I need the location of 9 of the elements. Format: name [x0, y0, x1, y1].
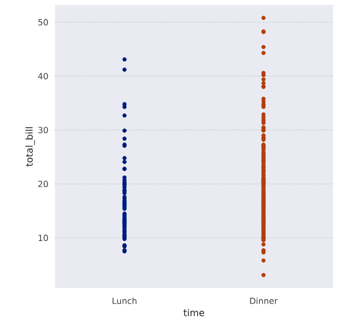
y-axis-title: total_bill — [25, 127, 35, 166]
x-axis-title: time — [184, 308, 204, 316]
y-tick-label: 30 — [38, 126, 48, 134]
y-tick-label: 50 — [38, 19, 48, 26]
y-tick-label: 20 — [38, 180, 48, 188]
y-tick-label: 10 — [38, 234, 48, 242]
y-tick-label: 40 — [38, 72, 48, 80]
x-tick-label: Dinner — [250, 297, 278, 304]
x-tick-label: Lunch — [112, 297, 136, 304]
